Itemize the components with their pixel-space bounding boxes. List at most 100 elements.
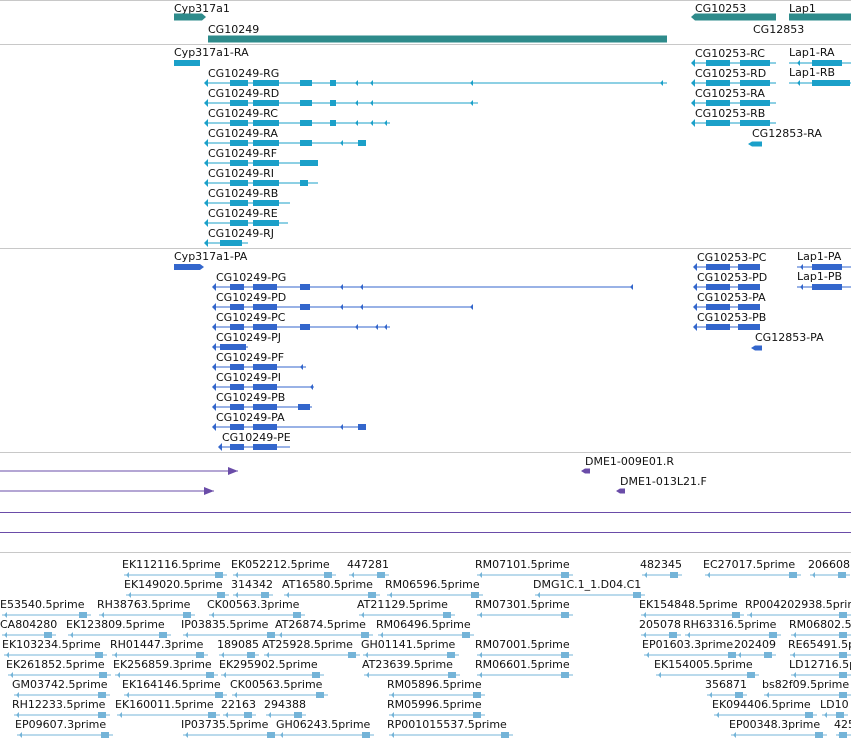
est-ek295902-5prime[interactable] — [217, 670, 328, 680]
est-gh06243-5prime[interactable] — [274, 730, 378, 740]
est-ca804280[interactable] — [0, 630, 60, 640]
est-rm07001-5prime[interactable] — [473, 650, 577, 660]
clone-line-1[interactable] — [0, 466, 242, 476]
transcript-label-cg10249-rj[interactable]: CG10249-RJ — [208, 227, 275, 240]
transcript-label-cg10253-rc[interactable]: CG10253-RC — [695, 47, 765, 60]
est-label-at23639-5prime[interactable]: AT23639.5prime — [362, 658, 453, 671]
est-ep00348-3prime[interactable] — [727, 730, 831, 740]
est-rm06596-5prime[interactable] — [383, 590, 487, 600]
est-ec27017-5prime[interactable] — [701, 570, 805, 580]
est-label-ek052212-5prime[interactable]: EK052212.5prime — [231, 558, 330, 571]
est-at26874-5prime[interactable] — [273, 630, 377, 640]
est-label-ck00563-5prime[interactable]: CK00563.5prime — [230, 678, 323, 691]
est-ek261852-5prime[interactable] — [4, 670, 115, 680]
est-ek256859-3prime[interactable] — [111, 670, 222, 680]
transcript-label-cyp317a1-ra[interactable]: Cyp317a1-RA — [174, 46, 249, 59]
protein-cg10249-pa[interactable] — [212, 422, 370, 432]
protein-label-lap1-pb[interactable]: Lap1-PB — [797, 270, 842, 283]
est-label-447281[interactable]: 447281 — [347, 558, 389, 571]
transcript-cg10253-rd[interactable] — [691, 78, 780, 88]
est-label-rh01447-3prime[interactable]: RH01447.3prime — [110, 638, 204, 651]
gene-label-cyp317a1[interactable]: Cyp317a1 — [174, 2, 230, 15]
est-re65491-5prime[interactable] — [786, 650, 851, 660]
protein-cg10249-pg[interactable] — [212, 282, 637, 292]
est-label-rm07001-5prime[interactable]: RM07001.5prime — [475, 638, 570, 651]
protein-label-cg10249-pc[interactable]: CG10249-PC — [216, 311, 286, 324]
protein-label-cg10253-pc[interactable]: CG10253-PC — [697, 251, 767, 264]
transcript-label-cg10249-rb[interactable]: CG10249-RB — [208, 187, 279, 200]
est-rm05896-5prime[interactable] — [385, 690, 489, 700]
est-label-ca804280[interactable]: CA804280 — [0, 618, 58, 631]
protein-label-cg10249-pb[interactable]: CG10249-PB — [216, 391, 286, 404]
est-at25928-5prime[interactable] — [260, 650, 364, 660]
est-label-rp001015537-5prime[interactable]: RP001015537.5prime — [387, 718, 507, 731]
est-label-bs82f09-5prime[interactable]: bs82f09.5prime — [762, 678, 850, 691]
est-label-ld12716-5prime[interactable]: LD12716.5prime — [789, 658, 851, 671]
protein-label-cg10249-pg[interactable]: CG10249-PG — [216, 271, 287, 284]
protein-cg10249-pb[interactable] — [212, 402, 316, 412]
transcript-label-cg10253-rd[interactable]: CG10253-RD — [695, 67, 767, 80]
transcript-cg10253-rb[interactable] — [691, 118, 780, 128]
est-label-ip03735-5prime[interactable]: IP03735.5prime — [181, 718, 269, 731]
gene-cyp317a1[interactable] — [170, 12, 206, 22]
est-label-rm07301-5prime[interactable]: RM07301.5prime — [475, 598, 570, 611]
est-label-ek149020-5prime[interactable]: EK149020.5prime — [124, 578, 223, 591]
est-label-205078[interactable]: 205078 — [639, 618, 681, 631]
est-label-at26874-5prime[interactable]: AT26874.5prime — [275, 618, 366, 631]
transcript-label-cg10249-ri[interactable]: CG10249-RI — [208, 167, 275, 180]
est-label-22163[interactable]: 22163 — [221, 698, 256, 711]
protein-cg10249-pj[interactable] — [212, 342, 252, 352]
est-rh63316-5prime[interactable] — [681, 630, 785, 640]
transcript-label-cg10249-rf[interactable]: CG10249-RF — [208, 147, 278, 160]
est-at16580-5prime[interactable] — [280, 590, 384, 600]
est-at23639-5prime[interactable] — [360, 670, 464, 680]
transcript-cg10249-rd[interactable] — [204, 98, 482, 108]
transcript-label-cg10249-rg[interactable]: CG10249-RG — [208, 67, 280, 80]
est-ek160011-5prime[interactable] — [113, 710, 224, 720]
est-e53540-5prime[interactable] — [0, 610, 95, 620]
est-205078[interactable] — [637, 630, 685, 640]
protein-cg10249-pe[interactable] — [218, 442, 294, 452]
est-label-202409[interactable]: 202409 — [734, 638, 776, 651]
est-label-gh06243-5prime[interactable]: GH06243.5prime — [276, 718, 371, 731]
est-rh01447-3prime[interactable] — [108, 650, 212, 660]
est-label-ld10[interactable]: LD10 — [820, 698, 849, 711]
est-label-ep09607-3prime[interactable]: EP09607.3prime — [15, 718, 107, 731]
protein-cg10249-pi[interactable] — [212, 382, 318, 392]
est-rm05996-5prime[interactable] — [385, 710, 489, 720]
est-ek154005-5prime[interactable] — [652, 670, 763, 680]
clone-line-2[interactable] — [0, 486, 218, 496]
est-label-at25928-5prime[interactable]: AT25928.5prime — [262, 638, 353, 651]
est-label-ek154848-5prime[interactable]: EK154848.5prime — [639, 598, 738, 611]
transcript-cg10249-rf[interactable] — [204, 158, 322, 168]
est-rh38763-5prime[interactable] — [95, 610, 199, 620]
est-gm03742-5prime[interactable] — [10, 690, 114, 700]
est-label-425[interactable]: 425 — [834, 718, 851, 731]
est-ld10[interactable] — [818, 710, 851, 720]
est-label-rh12233-5prime[interactable]: RH12233.5prime — [12, 698, 106, 711]
transcript-label-cg12853-ra[interactable]: CG12853-RA — [752, 127, 822, 140]
est-ek149020-5prime[interactable] — [122, 590, 233, 600]
est-dmg1c-1-1-d04-c1[interactable] — [531, 590, 649, 600]
est-label-ek261852-5prime[interactable]: EK261852.5prime — [6, 658, 105, 671]
protein-cg10249-pf[interactable] — [212, 362, 310, 372]
est-label-rm06596-5prime[interactable]: RM06596.5prime — [385, 578, 480, 591]
est-ip03835-5prime[interactable] — [179, 630, 283, 640]
est-label-ek123809-5prime[interactable]: EK123809.5prime — [66, 618, 165, 631]
est-label-ep01603-3prime[interactable]: EP01603.3prime — [642, 638, 734, 651]
transcript-label-lap1-rb[interactable]: Lap1-RB — [789, 66, 836, 79]
est-label-189085[interactable]: 189085 — [217, 638, 259, 651]
transcript-label-cg10249-re[interactable]: CG10249-RE — [208, 207, 278, 220]
protein-label-cg10249-pi[interactable]: CG10249-PI — [216, 371, 282, 384]
est-356871[interactable] — [703, 690, 751, 700]
est-label-rm05896-5prime[interactable]: RM05896.5prime — [387, 678, 482, 691]
gene-label-cg12853[interactable]: CG12853 — [753, 23, 805, 36]
est-ek154848-5prime[interactable] — [637, 610, 748, 620]
est-label-ek103234-5prime[interactable]: EK103234.5prime — [2, 638, 101, 651]
est-label-294388[interactable]: 294388 — [264, 698, 306, 711]
est-ld12716-5prime[interactable] — [787, 670, 851, 680]
protein-cg10253-pd[interactable] — [693, 282, 764, 292]
est-ip03735-5prime[interactable] — [179, 730, 283, 740]
est-label-ek164146-5prime[interactable]: EK164146.5prime — [122, 678, 221, 691]
protein-label-cg10249-pj[interactable]: CG10249-PJ — [216, 331, 282, 344]
